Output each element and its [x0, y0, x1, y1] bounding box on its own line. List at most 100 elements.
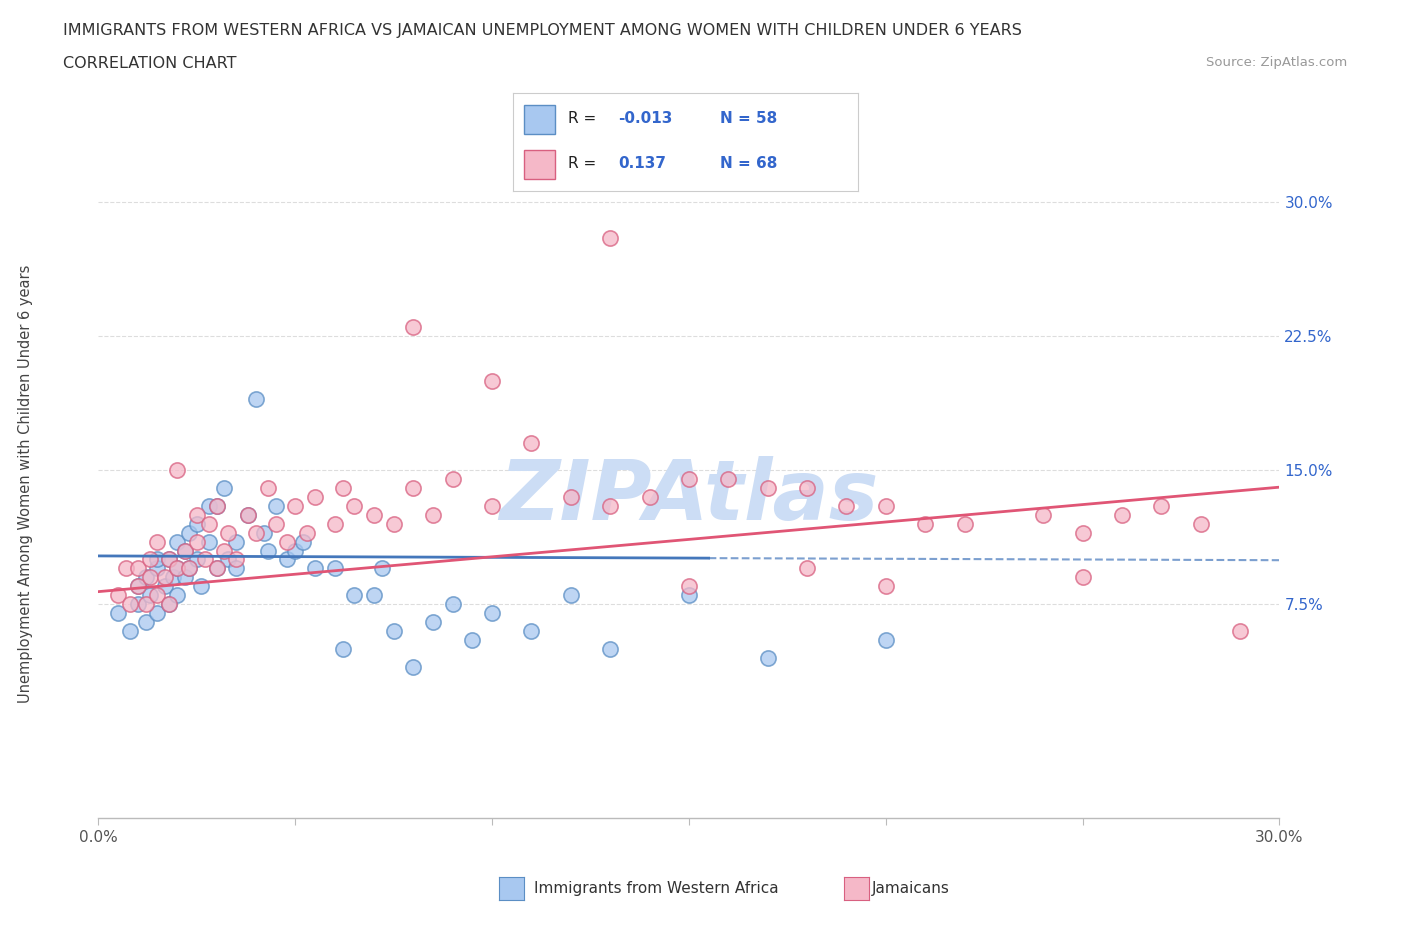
Point — [138, 552, 160, 567]
Point — [127, 578, 149, 593]
Point — [194, 552, 217, 567]
Point — [1150, 498, 1173, 513]
Point — [155, 570, 177, 585]
Point — [186, 552, 208, 567]
Point — [371, 561, 394, 576]
Point — [276, 534, 298, 549]
Point — [138, 570, 160, 585]
Point — [166, 534, 188, 549]
Point — [127, 597, 149, 612]
Point — [186, 534, 208, 549]
Point — [1189, 516, 1212, 531]
Text: Source: ZipAtlas.com: Source: ZipAtlas.com — [1206, 56, 1347, 69]
Point — [1071, 570, 1094, 585]
Point — [520, 623, 543, 638]
Point — [332, 481, 354, 496]
Point — [332, 642, 354, 657]
Point — [107, 588, 129, 603]
Point — [205, 498, 228, 513]
Point — [461, 632, 484, 647]
Point — [245, 525, 267, 540]
Point — [678, 472, 700, 486]
Point — [157, 552, 180, 567]
Point — [127, 561, 149, 576]
Point — [190, 578, 212, 593]
Point — [304, 561, 326, 576]
Point — [717, 472, 740, 486]
Point — [875, 632, 897, 647]
FancyBboxPatch shape — [523, 105, 554, 134]
Point — [382, 516, 405, 531]
Point — [875, 498, 897, 513]
Text: N = 68: N = 68 — [720, 156, 778, 171]
Point — [875, 578, 897, 593]
Point — [146, 605, 169, 620]
FancyBboxPatch shape — [523, 150, 554, 179]
Point — [292, 534, 315, 549]
Point — [256, 481, 278, 496]
Point — [835, 498, 858, 513]
Point — [225, 534, 247, 549]
Point — [1111, 508, 1133, 523]
Point — [422, 508, 444, 523]
Point — [197, 534, 219, 549]
Point — [135, 615, 157, 630]
Point — [284, 543, 307, 558]
Point — [402, 320, 425, 335]
Point — [217, 552, 239, 567]
Point — [166, 561, 188, 576]
Point — [155, 578, 177, 593]
Point — [756, 650, 779, 665]
Point — [146, 552, 169, 567]
Point — [245, 392, 267, 406]
Point — [481, 605, 503, 620]
Point — [264, 498, 287, 513]
Text: 0.137: 0.137 — [619, 156, 666, 171]
Point — [236, 508, 259, 523]
Point — [236, 508, 259, 523]
Point — [166, 463, 188, 478]
Text: Unemployment Among Women with Children Under 6 years: Unemployment Among Women with Children U… — [18, 264, 32, 703]
Point — [402, 659, 425, 674]
Point — [520, 436, 543, 451]
Point — [756, 481, 779, 496]
Text: -0.013: -0.013 — [619, 112, 672, 126]
Point — [1032, 508, 1054, 523]
Point — [1229, 623, 1251, 638]
Point — [127, 578, 149, 593]
Point — [214, 481, 236, 496]
Point — [276, 552, 298, 567]
Point — [157, 552, 180, 567]
Point — [174, 570, 197, 585]
Point — [197, 498, 219, 513]
Point — [135, 597, 157, 612]
Text: N = 58: N = 58 — [720, 112, 778, 126]
Point — [205, 561, 228, 576]
Text: IMMIGRANTS FROM WESTERN AFRICA VS JAMAICAN UNEMPLOYMENT AMONG WOMEN WITH CHILDRE: IMMIGRANTS FROM WESTERN AFRICA VS JAMAIC… — [63, 23, 1022, 38]
Point — [599, 231, 621, 246]
Point — [177, 561, 200, 576]
Point — [205, 561, 228, 576]
Point — [343, 498, 366, 513]
Point — [796, 481, 818, 496]
Point — [225, 552, 247, 567]
Point — [481, 374, 503, 389]
Point — [796, 561, 818, 576]
Point — [441, 472, 464, 486]
Text: Jamaicans: Jamaicans — [872, 881, 949, 896]
Point — [953, 516, 976, 531]
Point — [295, 525, 318, 540]
Point — [678, 578, 700, 593]
Point — [205, 498, 228, 513]
Point — [174, 543, 197, 558]
Point — [115, 561, 138, 576]
Point — [107, 605, 129, 620]
Point — [1071, 525, 1094, 540]
Point — [135, 570, 157, 585]
Point — [599, 498, 621, 513]
Text: R =: R = — [568, 156, 596, 171]
Point — [118, 623, 141, 638]
Point — [146, 534, 169, 549]
Point — [146, 588, 169, 603]
Point — [253, 525, 276, 540]
